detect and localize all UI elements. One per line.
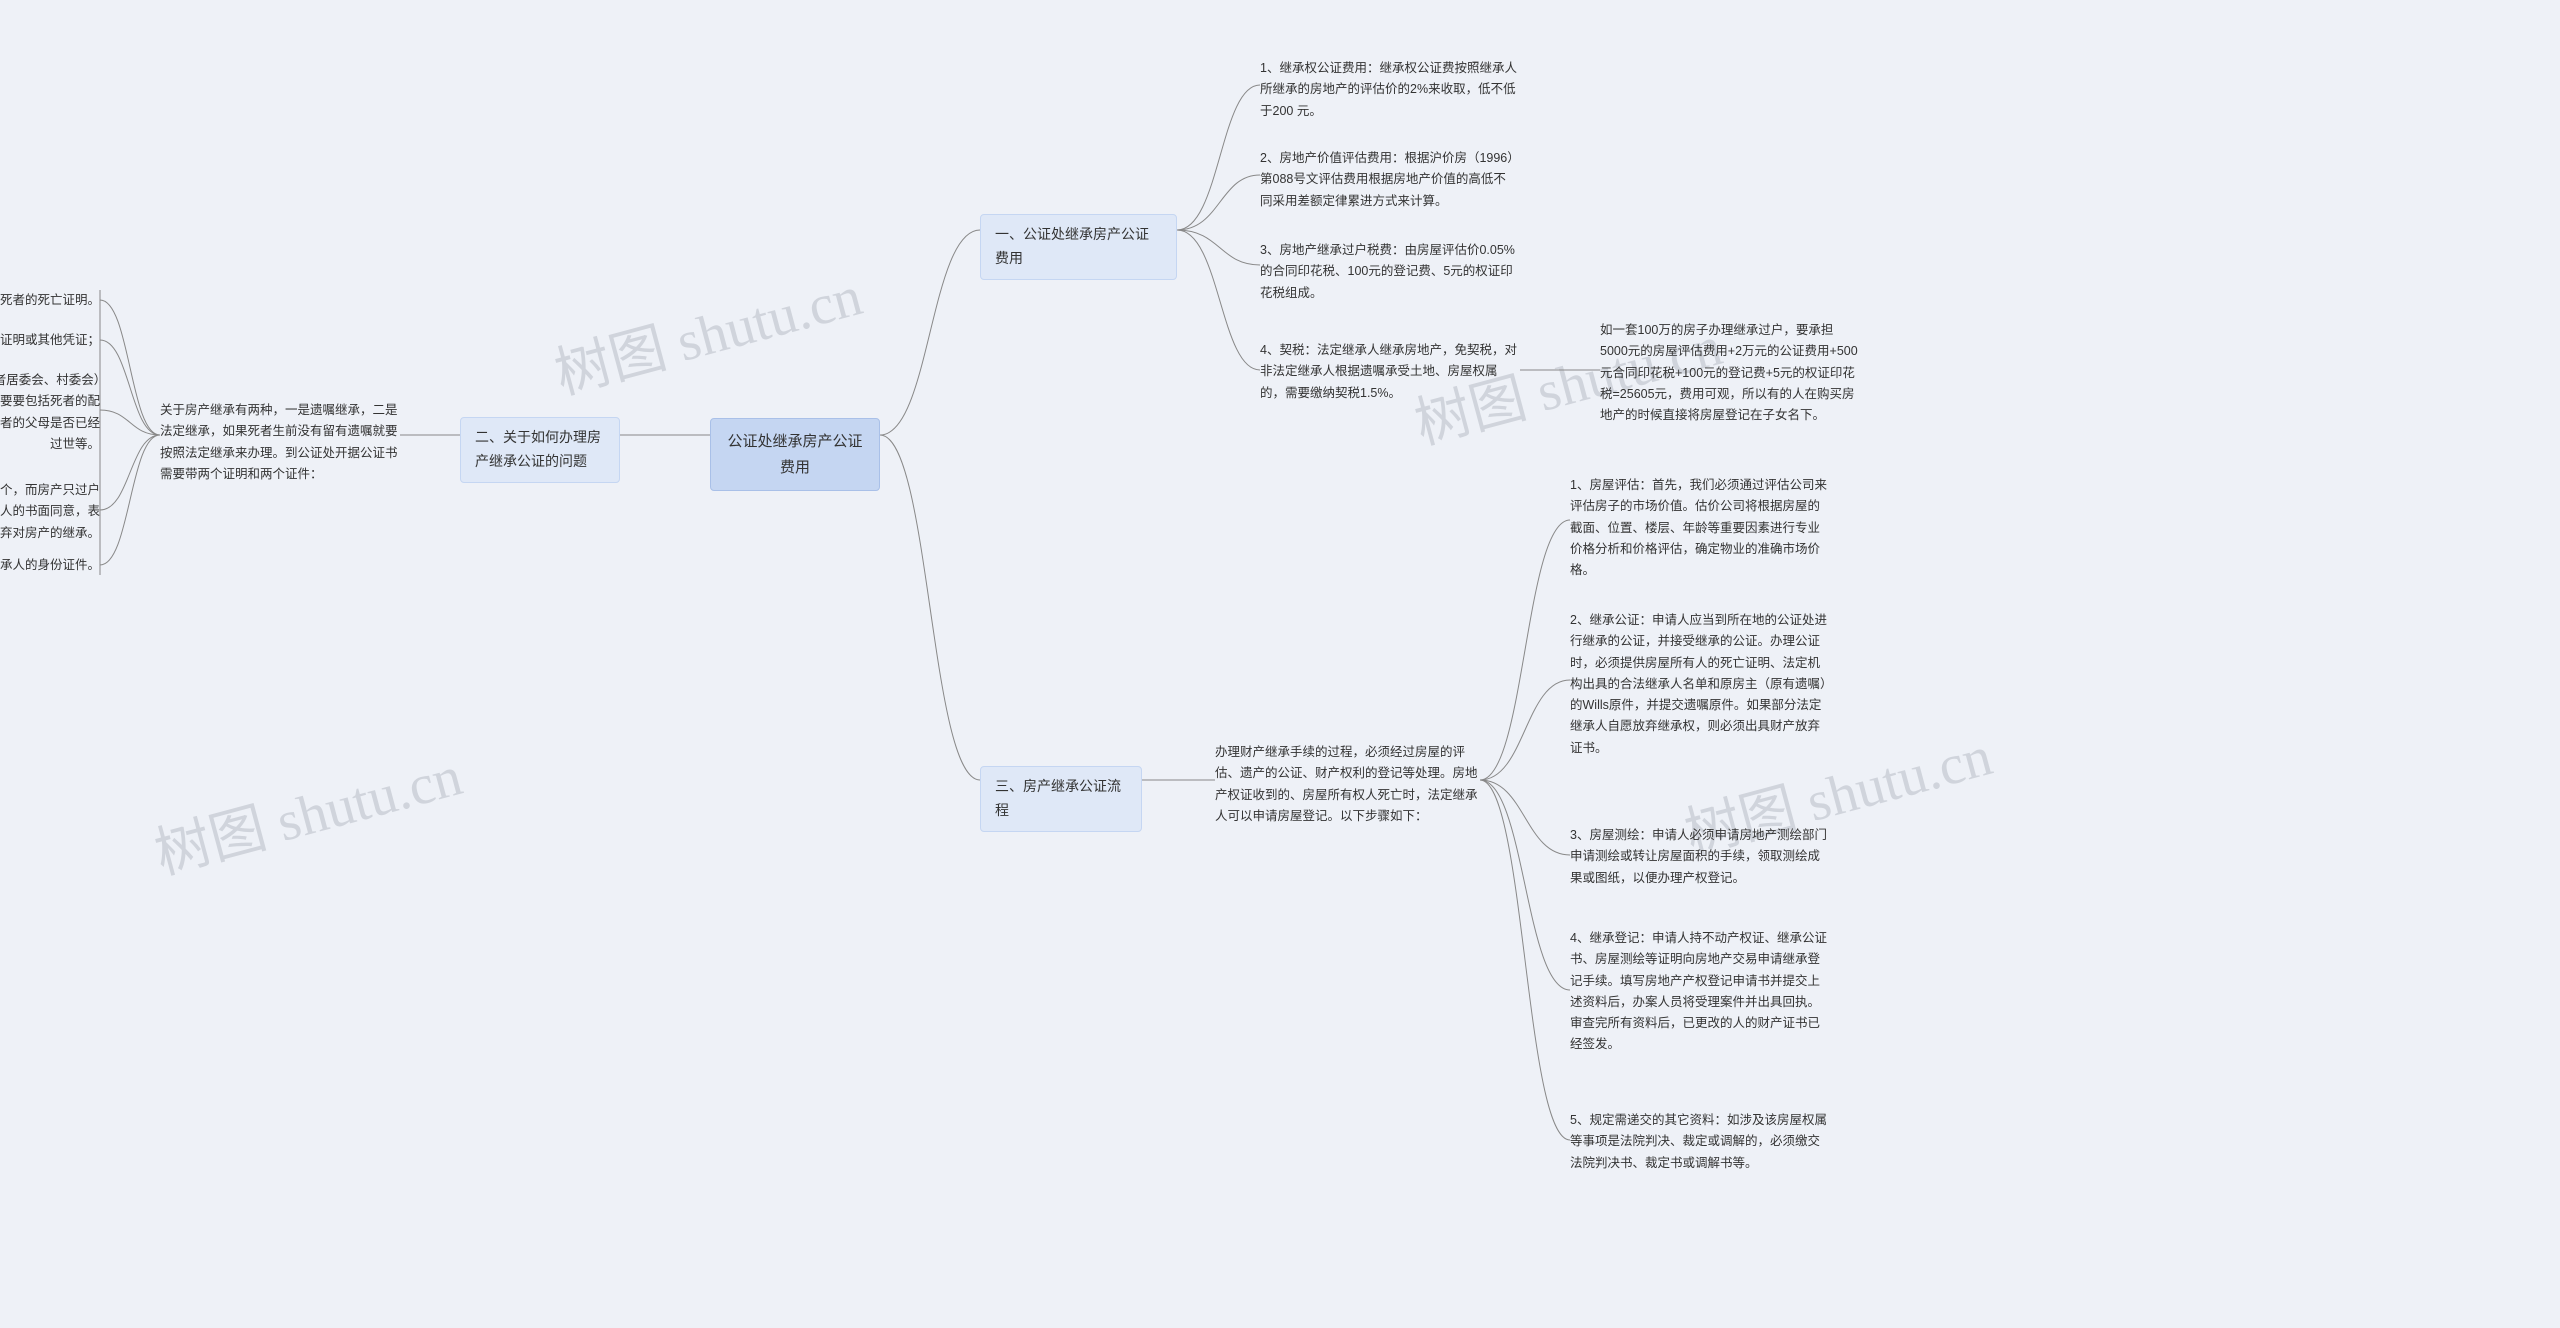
branch2-intro: 关于房产继承有两种，一是遗嘱继承，二是法定继承，如果死者生前没有留有遗嘱就要按照… (160, 400, 400, 485)
branch2-item-3: 3、要到死者所在单位（或者居委会、村委会）开法定继承人证明。内容主要要包括死者的… (0, 370, 100, 455)
branch3-item-4: 4、继承登记：申请人持不动产权证、继承公证书、房屋测绘等证明向房地产交易申请继承… (1570, 928, 1830, 1056)
branch3-item-1: 1、房屋评估：首先，我们必须通过评估公司来评估房子的市场价值。估价公司将根据房屋… (1570, 475, 1830, 581)
branch-fees[interactable]: 一、公证处继承房产公证费用 (980, 214, 1177, 280)
branch1-item-4: 4、契税：法定继承人继承房地产，免契税，对非法定继承人根据遗嘱承受土地、房屋权属… (1260, 340, 1520, 404)
branch3-item-5: 5、规定需递交的其它资料：如涉及该房屋权属等事项是法院判决、裁定或调解的，必须缴… (1570, 1110, 1830, 1174)
branch-process[interactable]: 三、房产继承公证流程 (980, 766, 1142, 832)
watermark: 树图 shutu.cn (545, 251, 869, 411)
branch1-item-3: 3、房地产继承过户税费：由房屋评估价0.05%的合同印花税、100元的登记费、5… (1260, 240, 1518, 304)
branch2-item-5: 5、继承人的身份证件。 (0, 555, 100, 576)
branch3-intro: 办理财产继承手续的过程，必须经过房屋的评估、遗产的公证、财产权利的登记等处理。房… (1215, 742, 1480, 827)
branch2-item-4: 4、如果法定继承人不只一个，而房产只过户给其中一人的话，需要其他人的书面同意，表… (0, 480, 100, 544)
center-node[interactable]: 公证处继承房产公证费用 (710, 418, 880, 491)
branch-how-to[interactable]: 二、关于如何办理房产继承公证的问题 (460, 417, 620, 483)
branch2-item-1: 1、要到派出所开死者的死亡证明。 (0, 290, 100, 311)
branch1-item-1: 1、继承权公证费用：继承权公证费按照继承人所继承的房地产的评估价的2%来收取，低… (1260, 58, 1518, 122)
branch1-item-4-extra: 如一套100万的房子办理继承过户，要承担5000元的房屋评估费用+2万元的公证费… (1600, 320, 1858, 426)
branch3-item-2: 2、继承公证：申请人应当到所在地的公证处进行继承的公证，并接受继承的公证。办理公… (1570, 610, 1830, 759)
branch3-item-3: 3、房屋测绘：申请人必须申请房地产测绘部门申请测绘或转让房屋面积的手续，领取测绘… (1570, 825, 1830, 889)
branch2-item-2: 2、该套房屋的产权证明或其他凭证； (0, 330, 100, 351)
mindmap-canvas: 树图 shutu.cn 树图 shutu.cn 树图 shutu.cn 树图 s… (0, 0, 2560, 1328)
branch1-item-2: 2、房地产价值评估费用：根据沪价房（1996）第088号文评估费用根据房地产价值… (1260, 148, 1518, 212)
watermark: 树图 shutu.cn (145, 731, 469, 891)
